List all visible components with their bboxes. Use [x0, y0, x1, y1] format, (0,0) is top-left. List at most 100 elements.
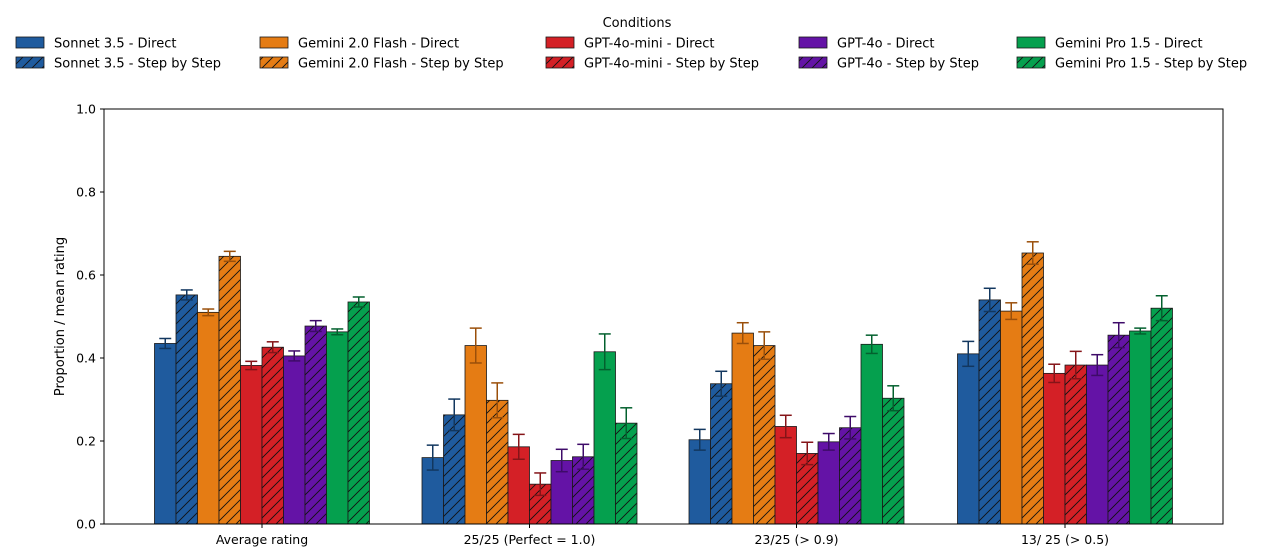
error-bar-sonnet-3-5-step-by-step-13-25-0-5: [983, 287, 996, 313]
error-bar-gpt-4o-mini-step-by-step-25-25-perfect-1-0: [534, 472, 547, 497]
bar-gemini-2-0-flash-direct-23-25-0-9: [731, 332, 754, 525]
error-bar-gemini-pro-1-5-step-by-step-13-25-0-5: [1155, 295, 1168, 322]
bar-sonnet-3-5-step-by-step-average-rating: [175, 294, 198, 525]
error-bar-gpt-4o-step-by-step-13-25-0-5: [1112, 321, 1125, 349]
legend-entry-gpt-4o-mini-direct: GPT-4o-mini - Direct: [545, 37, 715, 52]
legend-entry-gpt-4o-step-by-step: GPT-4o - Step by Step: [798, 56, 979, 72]
legend-swatch: [1016, 56, 1046, 69]
error-bars: [159, 241, 1168, 497]
error-bar-gpt-4o-mini-step-by-step-average-rating: [266, 341, 279, 354]
error-bar-sonnet-3-5-direct-23-25-0-9: [693, 428, 706, 451]
error-bar-gpt-4o-direct-25-25-perfect-1-0: [555, 448, 568, 473]
y-axis: 0.0 0.2 0.4 0.6 0.8 1.0: [76, 102, 104, 532]
error-bar-gemini-2-0-flash-step-by-step-23-25-0-9: [758, 331, 771, 360]
bar-gpt-4o-mini-direct-13-25-0-5: [1043, 372, 1066, 525]
error-bar-gpt-4o-direct-23-25-0-9: [822, 432, 835, 451]
legend-label: GPT-4o - Step by Step: [837, 57, 979, 72]
legend-swatch: [259, 36, 289, 49]
error-bar-gpt-4o-direct-average-rating: [288, 350, 301, 362]
legend-swatch: [259, 56, 289, 69]
legend-entry-gemini-2-0-flash-direct: Gemini 2.0 Flash - Direct: [259, 36, 459, 52]
legend-label: Gemini Pro 1.5 - Step by Step: [1055, 57, 1247, 72]
legend-entry-sonnet-3-5-step-by-step: Sonnet 3.5 - Step by Step: [15, 56, 221, 72]
legend-entry-gpt-4o-mini-step-by-step: GPT-4o-mini - Step by Step: [545, 56, 759, 72]
error-bar-gemini-pro-1-5-direct-average-rating: [331, 328, 344, 336]
error-bar-gpt-4o-mini-direct-13-25-0-5: [1048, 363, 1061, 384]
bar-gpt-4o-mini-direct-23-25-0-9: [774, 426, 797, 525]
bar-sonnet-3-5-direct-23-25-0-9: [688, 439, 711, 525]
bar-gemini-2-0-flash-step-by-step-25-25-perfect-1-0: [486, 399, 509, 525]
bar-sonnet-3-5-step-by-step-13-25-0-5: [978, 299, 1001, 525]
error-bar-sonnet-3-5-direct-25-25-perfect-1-0: [426, 444, 439, 471]
legend-label: Gemini 2.0 Flash - Direct: [298, 37, 459, 52]
legend-entry-gpt-4o-direct: GPT-4o - Direct: [798, 37, 934, 52]
legend: Conditions Sonnet 3.5 - Direct Sonnet 3.5…: [15, 16, 1247, 72]
bar-gemini-2-0-flash-step-by-step-average-rating: [218, 255, 241, 525]
error-bar-sonnet-3-5-step-by-step-25-25-perfect-1-0: [448, 398, 461, 432]
y-tick-label: 0.2: [76, 434, 96, 449]
x-tick-label-25-25-perfect-1-0: 25/25 (Perfect = 1.0): [464, 532, 596, 547]
y-tick-label: 0.0: [76, 517, 96, 532]
error-bar-gemini-pro-1-5-step-by-step-23-25-0-9: [887, 385, 900, 412]
bar-sonnet-3-5-direct-average-rating: [154, 343, 177, 525]
legend-swatch: [15, 56, 45, 69]
legend-label: Sonnet 3.5 - Direct: [54, 37, 176, 52]
error-bar-gemini-2-0-flash-direct-average-rating: [202, 308, 215, 317]
error-bar-sonnet-3-5-direct-13-25-0-5: [962, 340, 975, 368]
bar-sonnet-3-5-direct-13-25-0-5: [957, 353, 980, 525]
bar-gemini-pro-1-5-direct-23-25-0-9: [860, 343, 883, 525]
bars: [154, 252, 1173, 525]
error-bar-gpt-4o-step-by-step-average-rating: [309, 319, 322, 333]
legend-swatch: [545, 56, 575, 69]
legend-entry-gemini-pro-1-5-direct: Gemini Pro 1.5 - Direct: [1016, 36, 1203, 52]
error-bar-gemini-pro-1-5-direct-13-25-0-5: [1134, 327, 1147, 335]
x-tick-label-13-25-0-5: 13/ 25 (> 0.5): [1021, 532, 1109, 547]
error-bar-gemini-pro-1-5-direct-25-25-perfect-1-0: [598, 333, 611, 371]
bar-gpt-4o-step-by-step-23-25-0-9: [839, 427, 862, 525]
error-bar-gemini-pro-1-5-step-by-step-average-rating: [352, 296, 365, 308]
error-bar-gemini-pro-1-5-direct-23-25-0-9: [865, 334, 878, 355]
y-tick-label: 1.0: [76, 102, 96, 117]
error-bar-gpt-4o-mini-direct-23-25-0-9: [779, 414, 792, 439]
bar-gemini-pro-1-5-step-by-step-13-25-0-5: [1150, 307, 1173, 525]
bar-gpt-4o-mini-step-by-step-13-25-0-5: [1064, 364, 1087, 525]
bar-gemini-pro-1-5-direct-13-25-0-5: [1129, 330, 1152, 525]
error-bar-gemini-2-0-flash-direct-25-25-perfect-1-0: [469, 327, 482, 364]
bar-gemini-pro-1-5-step-by-step-average-rating: [347, 301, 370, 525]
legend-swatch: [1016, 36, 1046, 49]
legend-label: Sonnet 3.5 - Step by Step: [54, 57, 221, 72]
bar-gemini-pro-1-5-direct-25-25-perfect-1-0: [593, 351, 616, 525]
legend-entry-sonnet-3-5-direct: Sonnet 3.5 - Direct: [15, 36, 176, 52]
y-axis-label: Proportion / mean rating: [53, 237, 68, 396]
legend-label: Gemini 2.0 Flash - Step by Step: [298, 57, 504, 72]
bar-gemini-2-0-flash-direct-13-25-0-5: [1000, 310, 1023, 525]
error-bar-gpt-4o-mini-step-by-step-23-25-0-9: [801, 441, 814, 466]
legend-label: Gemini Pro 1.5 - Direct: [1055, 37, 1203, 52]
legend-label: GPT-4o-mini - Step by Step: [584, 57, 759, 72]
bar-gpt-4o-step-by-step-13-25-0-5: [1107, 334, 1130, 525]
x-axis: Average rating 25/25 (Perfect = 1.0) 23/25…: [216, 524, 1109, 547]
legend-swatch: [15, 36, 45, 49]
bar-gpt-4o-step-by-step-average-rating: [304, 325, 327, 525]
bar-gpt-4o-direct-13-25-0-5: [1086, 364, 1109, 525]
error-bar-gemini-2-0-flash-direct-23-25-0-9: [736, 321, 749, 345]
bar-gemini-2-0-flash-step-by-step-23-25-0-9: [753, 345, 776, 525]
y-tick-label: 0.6: [76, 268, 96, 283]
legend-entry-gemini-pro-1-5-step-by-step: Gemini Pro 1.5 - Step by Step: [1016, 56, 1247, 72]
legend-swatch: [798, 56, 828, 69]
error-bar-gemini-2-0-flash-direct-13-25-0-5: [1005, 302, 1018, 321]
bar-gpt-4o-mini-step-by-step-average-rating: [261, 346, 284, 525]
error-bar-gemini-2-0-flash-step-by-step-13-25-0-5: [1026, 241, 1039, 265]
legend-entry-gemini-2-0-flash-step-by-step: Gemini 2.0 Flash - Step by Step: [259, 56, 504, 72]
error-bar-sonnet-3-5-direct-average-rating: [159, 337, 172, 350]
bar-gpt-4o-direct-average-rating: [283, 355, 306, 525]
legend-title: Conditions: [603, 16, 672, 31]
error-bar-gpt-4o-mini-direct-25-25-perfect-1-0: [512, 433, 525, 461]
bar-gemini-pro-1-5-direct-average-rating: [326, 331, 349, 525]
error-bar-gemini-2-0-flash-step-by-step-25-25-perfect-1-0: [491, 382, 504, 419]
bar-gpt-4o-direct-23-25-0-9: [817, 441, 840, 525]
error-bar-gpt-4o-mini-step-by-step-13-25-0-5: [1069, 350, 1082, 380]
error-bar-gpt-4o-step-by-step-25-25-perfect-1-0: [577, 443, 590, 470]
error-bar-gpt-4o-direct-13-25-0-5: [1091, 353, 1104, 377]
